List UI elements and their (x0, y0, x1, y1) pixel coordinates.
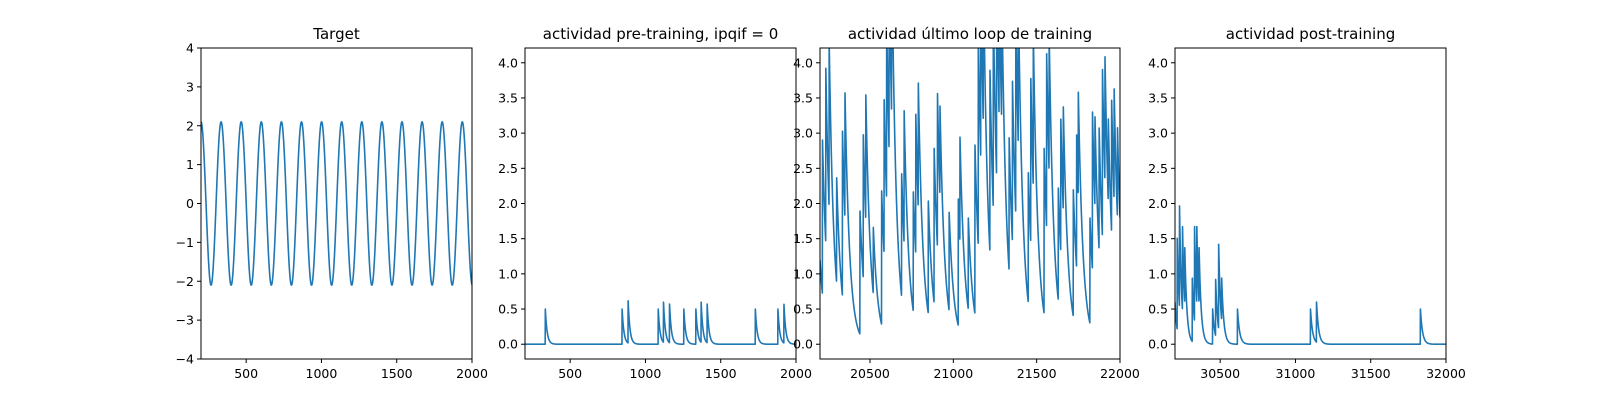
chart-title: actividad último loop de training (848, 25, 1092, 43)
y-tick-label: 3.5 (498, 90, 518, 105)
y-tick-label: 3.0 (498, 126, 518, 141)
y-tick-label: 3 (186, 79, 194, 94)
series-line-2-1 (525, 299, 796, 346)
x-tick-label: 30500 (1200, 366, 1240, 381)
y-tick-label: 1 (186, 157, 194, 172)
y-tick-label: 4 (186, 41, 194, 56)
chart-panel-2: actividad pre-training, ipqif = 0 500 1000… (498, 25, 812, 381)
series-line-1-1 (201, 121, 472, 286)
y-tick-label: 2.5 (498, 161, 518, 176)
x-tick-label: 2000 (456, 366, 488, 381)
x-tick-label: 1000 (630, 366, 662, 381)
y-tick-label: 1.5 (1148, 231, 1168, 246)
y-tick-label: 0.5 (793, 302, 813, 317)
y-tick-label: 0.0 (498, 337, 518, 352)
y-tick-label: 0.5 (1148, 302, 1168, 317)
y-tick-label: 2.0 (1148, 196, 1168, 211)
x-tick-label: 31000 (1276, 366, 1316, 381)
y-tick-label: 2.0 (498, 196, 518, 211)
y-tick-label: −4 (176, 352, 194, 367)
y-tick-label: 0.5 (498, 302, 518, 317)
chart-panel-1: Target 500 1000 1500 2000 −4 −3 −2 −1 0 1 2 3 4 (176, 25, 488, 381)
y-tick-label: 4.0 (498, 55, 518, 70)
chart-title: actividad post-training (1226, 25, 1395, 43)
chart-title: actividad pre-training, ipqif = 0 (543, 25, 779, 43)
y-tick-label: 1.0 (498, 266, 518, 281)
y-tick-label: 2.0 (793, 196, 813, 211)
y-tick-label: 1.5 (793, 231, 813, 246)
y-tick-label: 2.5 (793, 161, 813, 176)
y-tick-label: 3.5 (1148, 90, 1168, 105)
x-tick-label: 500 (234, 366, 258, 381)
y-tick-label: 3.0 (1148, 126, 1168, 141)
y-tick-label: 1.5 (498, 231, 518, 246)
x-tick-label: 21000 (933, 366, 973, 381)
y-tick-label: −1 (176, 235, 194, 250)
x-tick-label: 31500 (1351, 366, 1391, 381)
chart-title: Target (312, 25, 360, 43)
x-tick-label: 1500 (381, 366, 413, 381)
x-tick-label: 22000 (1100, 366, 1140, 381)
x-tick-label: 21500 (1017, 366, 1057, 381)
y-tick-label: 4.0 (1148, 55, 1168, 70)
y-tick-label: 2 (186, 118, 194, 133)
y-tick-label: −2 (176, 274, 194, 289)
y-tick-label: 0.0 (793, 337, 813, 352)
x-tick-label: 32000 (1426, 366, 1466, 381)
chart-panel-3: actividad último loop de training 20500 21… (793, 25, 1140, 381)
series-line-4-1 (1175, 205, 1446, 346)
y-tick-label: 3.0 (793, 126, 813, 141)
y-tick-label: 3.5 (793, 90, 813, 105)
x-tick-label: 1500 (705, 366, 737, 381)
y-tick-label: 1.0 (1148, 266, 1168, 281)
chart-panel-4: actividad post-training 30500 31000 31500 32… (1148, 25, 1466, 381)
x-tick-label: 20500 (850, 366, 890, 381)
x-tick-label: 500 (558, 366, 582, 381)
y-tick-label: 0 (186, 196, 194, 211)
series-line-3-1 (820, 48, 1120, 335)
x-tick-label: 1000 (306, 366, 338, 381)
x-tick-label: 2000 (780, 366, 812, 381)
y-tick-label: 0.0 (1148, 337, 1168, 352)
y-tick-label: 2.5 (1148, 161, 1168, 176)
y-tick-label: −3 (176, 313, 194, 328)
y-tick-label: 1.0 (793, 266, 813, 281)
y-tick-label: 4.0 (793, 55, 813, 70)
